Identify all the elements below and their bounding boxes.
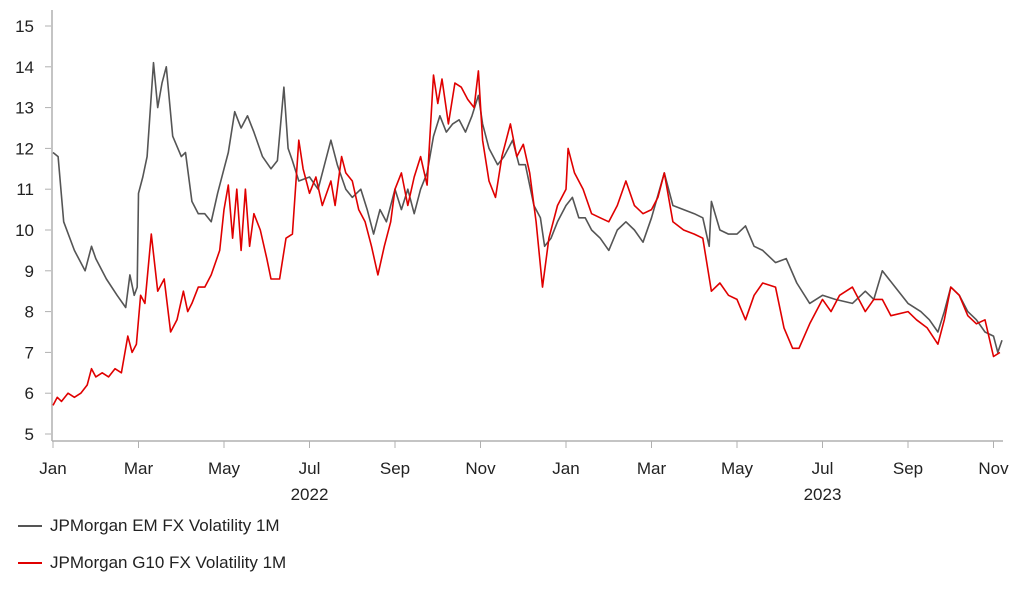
x-tick-label: Sep xyxy=(893,459,923,478)
series-line-em-fx-vol xyxy=(52,61,1003,354)
x-tick-label: May xyxy=(208,459,241,478)
x-tick-label: Nov xyxy=(978,459,1009,478)
y-tick-label: 12 xyxy=(15,139,34,158)
series-line-g10-fx-vol xyxy=(52,70,1001,406)
x-tick-label: Nov xyxy=(465,459,496,478)
legend-label-em: JPMorgan EM FX Volatility 1M xyxy=(50,516,280,535)
y-tick-label: 5 xyxy=(25,425,34,444)
legend-swatch-g10 xyxy=(18,562,42,564)
legend-swatch-em xyxy=(18,525,42,527)
x-tick-label: Mar xyxy=(124,459,154,478)
series-lines xyxy=(52,61,1003,406)
y-tick-label: 6 xyxy=(25,384,34,403)
y-tick-label: 7 xyxy=(25,343,34,362)
x-tick-label: Mar xyxy=(637,459,667,478)
legend-item-em: JPMorgan EM FX Volatility 1M xyxy=(18,516,280,536)
x-tick-label: Sep xyxy=(380,459,410,478)
y-tick-label: 8 xyxy=(25,303,34,322)
legend-label-g10: JPMorgan G10 FX Volatility 1M xyxy=(50,553,287,572)
y-tick-label: 11 xyxy=(16,180,34,199)
x-tick-label: Jul xyxy=(299,459,321,478)
y-tick-label: 9 xyxy=(25,262,34,281)
y-tick-label: 13 xyxy=(15,99,34,118)
legend-item-g10: JPMorgan G10 FX Volatility 1M xyxy=(18,553,286,573)
axes: 5 6 7 8 9 10 11 12 13 14 15 Jan Mar May Jul Sep Nov Jan Ma… xyxy=(15,10,1009,504)
x-year-label: 2023 xyxy=(804,485,842,504)
y-tick-label: 15 xyxy=(15,17,34,36)
x-tick-label: May xyxy=(721,459,754,478)
x-year-label: 2022 xyxy=(291,485,329,504)
x-tick-label: Jan xyxy=(39,459,66,478)
x-tick-label: Jan xyxy=(552,459,579,478)
y-tick-label: 14 xyxy=(15,58,34,77)
y-tick-label: 10 xyxy=(15,221,34,240)
x-tick-label: Jul xyxy=(812,459,834,478)
